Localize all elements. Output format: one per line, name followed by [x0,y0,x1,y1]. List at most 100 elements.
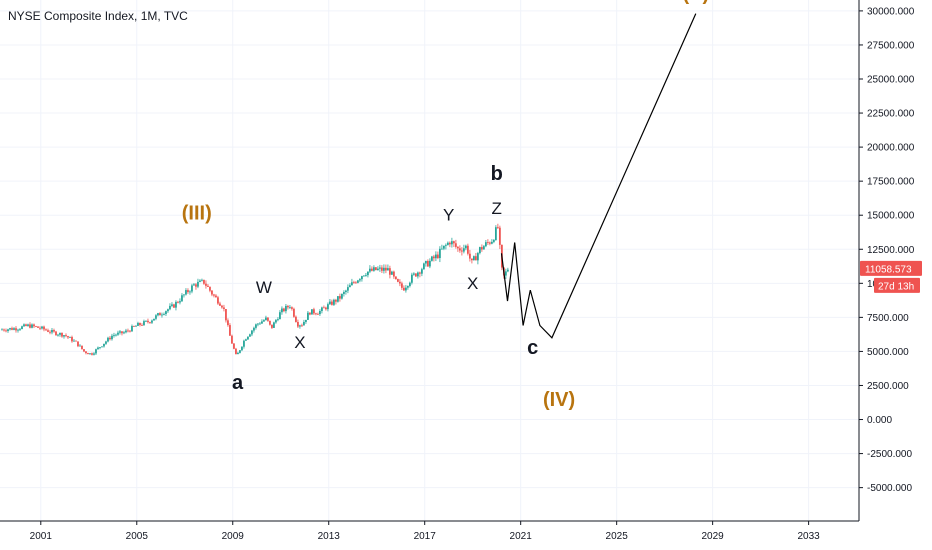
candle-body [458,248,461,251]
candle-body [452,241,455,244]
candle-body [17,329,19,331]
candle-body [137,322,139,326]
candle-body [415,273,417,277]
candle-body [107,337,109,342]
candle-body [129,330,131,332]
candle-body [133,326,135,327]
candle-body [249,334,251,337]
candle-body [277,319,279,321]
candle-body [261,321,263,324]
candle-body [462,248,465,252]
wave-label: a [232,372,244,394]
candle-body [381,267,383,271]
y-tick-label: 15000.000 [867,211,915,222]
y-tick-label: -5000.000 [867,483,912,494]
x-tick-label: 2001 [30,531,53,542]
candle-body [81,345,83,350]
candle-body [231,335,233,344]
candle-body [337,296,339,302]
candle-body [397,279,399,282]
candle-body [391,271,393,275]
candle-body [387,268,389,271]
candle-body [27,324,29,326]
candle-body [61,332,63,337]
candle-body [131,326,133,332]
candle-body [177,301,179,303]
candle-body [341,293,343,299]
time-axis: 2001 2005 2009 2013 2017 2021 2025 2029 2033 [30,521,820,542]
y-tick-label: 7500.000 [867,313,909,324]
candle-body [141,324,143,326]
last-price-badge [860,260,922,276]
candle-body [307,312,309,320]
candle-body [65,335,67,337]
candle-body [361,276,363,280]
candle-body [113,334,115,336]
price-candles [1,223,509,356]
countdown-badge [874,277,920,293]
candle-body [55,331,57,336]
candle-body [438,248,441,259]
wave-label: X [467,274,478,293]
candle-body [127,330,129,332]
candle-body [371,268,373,271]
candle-body [235,348,237,355]
candle-body [73,340,75,342]
candle-body [203,279,205,284]
candle-body [45,329,47,331]
candle-body [111,335,113,340]
candle-body [221,305,223,308]
candle-body [39,327,41,329]
candle-body [448,242,451,245]
candle-body [379,267,381,269]
candle-body [63,335,65,337]
candle-body [466,245,469,254]
candle-body [492,239,495,242]
wave-label: X [294,333,305,352]
grid [0,0,859,521]
candle-body [33,324,35,327]
candle-body [442,245,445,249]
y-tick-label: -2500.000 [867,449,912,460]
candle-body [9,328,11,330]
candle-body [369,268,371,272]
candle-body [347,287,349,291]
y-tick-label: 5000.000 [867,347,909,358]
candle-body [269,320,271,325]
candle-body [367,271,369,276]
candle-body [411,274,413,283]
candle-body [69,337,71,338]
candle-body [143,321,145,326]
candle-body [51,330,53,333]
candle-body [480,247,483,250]
candle-body [99,347,101,348]
candle-body [211,290,213,295]
candle-body [468,253,471,259]
projection-line [500,13,697,339]
candle-body [227,320,229,326]
candle-body [273,322,275,328]
candle-body [199,280,201,282]
candle-body [295,316,297,322]
candle-body [257,323,259,325]
wave-label: (V) [683,0,710,5]
candle-body [5,330,7,332]
x-tick-label: 2033 [797,531,820,542]
candle-body [201,279,203,281]
candle-body [428,260,431,267]
candle-body [85,351,87,354]
x-tick-label: 2009 [222,531,245,542]
candle-body [103,343,105,347]
candle-body [478,247,481,254]
candle-body [355,282,357,284]
candle-body [486,242,489,243]
candle-body [434,254,437,259]
candle-body [419,272,421,274]
candle-body [123,332,125,334]
candle-body [13,328,15,330]
candle-body [331,301,333,305]
candle-body [399,281,401,284]
candle-body [95,349,97,354]
candle-body [343,292,345,294]
